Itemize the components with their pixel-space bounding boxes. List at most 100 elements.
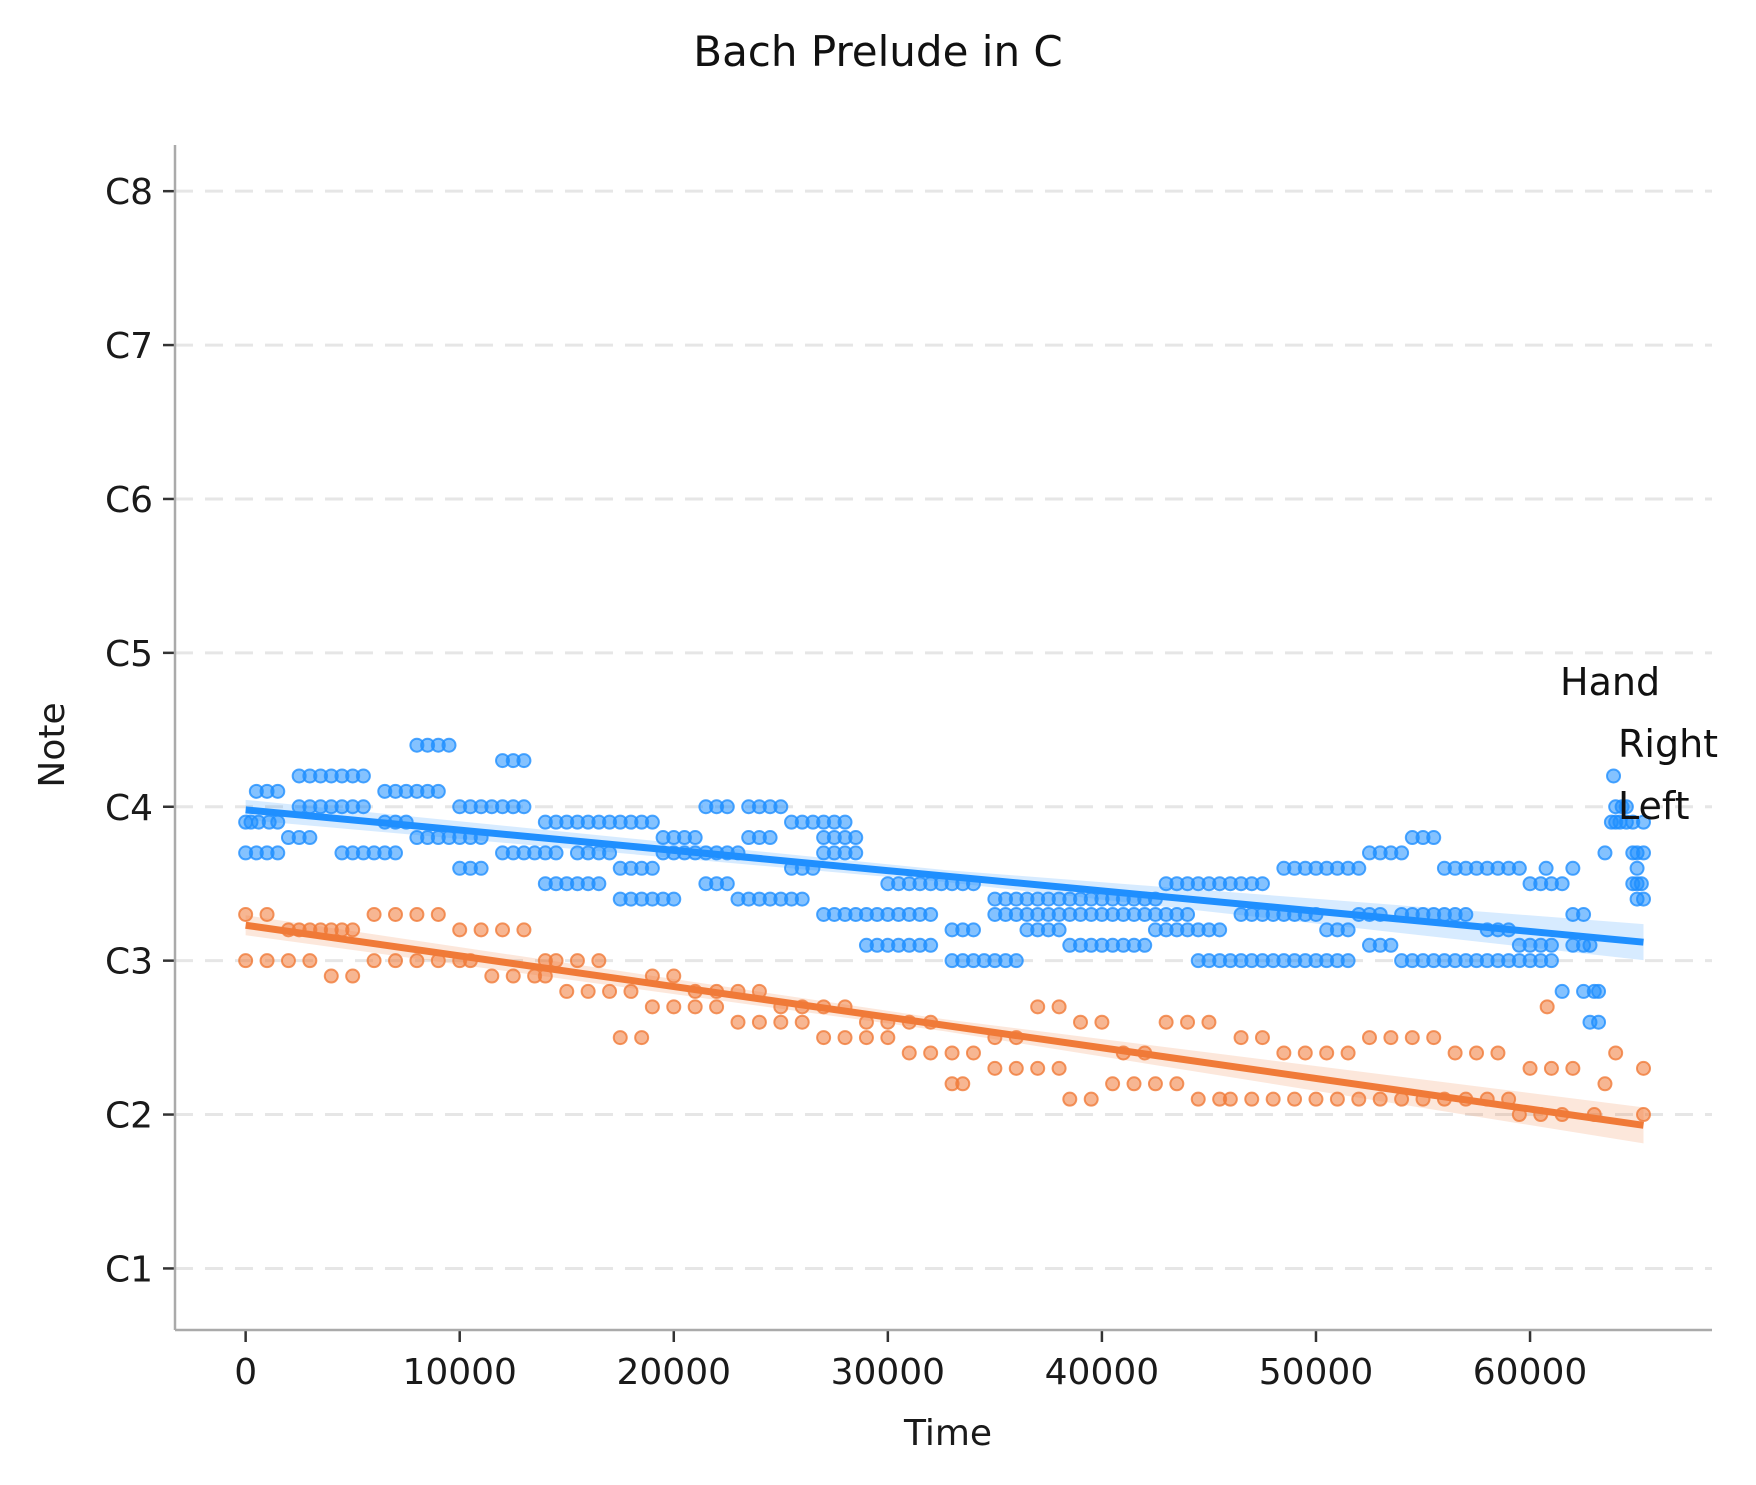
x-axis-title: Time (903, 1413, 992, 1454)
point-right (430, 783, 446, 799)
point-right (1618, 799, 1634, 815)
point-left (387, 906, 403, 922)
point-right (644, 814, 660, 830)
point-right (794, 891, 810, 907)
point-right (1458, 906, 1474, 922)
point-right (1635, 845, 1651, 861)
point-left (794, 1014, 810, 1030)
point-left (1201, 1014, 1217, 1030)
point-left (730, 1014, 746, 1030)
point-right (1554, 876, 1570, 892)
point-left (1539, 999, 1555, 1015)
point-left (1469, 1045, 1485, 1061)
point-left (751, 1014, 767, 1030)
point-left (1276, 1045, 1292, 1061)
point-left (858, 1030, 874, 1046)
point-left (302, 953, 318, 969)
point-right (1629, 860, 1645, 876)
point-left (1030, 999, 1046, 1015)
point-left (901, 1045, 917, 1061)
chart-title: Bach Prelude in C (693, 27, 1063, 76)
point-left (1608, 1045, 1624, 1061)
confidence-band-left (245, 915, 1644, 1144)
legend-entry-left: Left (1618, 784, 1690, 828)
point-right (1633, 876, 1649, 892)
point-left (1265, 1091, 1281, 1107)
point-left (387, 953, 403, 969)
point-left (644, 999, 660, 1015)
point-left (1169, 1076, 1185, 1092)
point-right (923, 906, 939, 922)
point-right (302, 830, 318, 846)
point-left (1073, 1014, 1089, 1030)
point-right (848, 845, 864, 861)
point-right (516, 799, 532, 815)
point-left (409, 953, 425, 969)
point-left (1372, 1091, 1388, 1107)
point-left (1051, 999, 1067, 1015)
point-right (1254, 876, 1270, 892)
point-right (1635, 891, 1651, 907)
point-right (1180, 906, 1196, 922)
point-right (355, 768, 371, 784)
point-right (1426, 830, 1442, 846)
point-left (1565, 1060, 1581, 1076)
point-left (1083, 1091, 1099, 1107)
point-right (1606, 768, 1622, 784)
point-right (965, 922, 981, 938)
point-left (923, 1045, 939, 1061)
trend-line-left (245, 921, 1644, 1129)
point-left (687, 999, 703, 1015)
point-left (1126, 1076, 1142, 1092)
legend-entry-right: Right (1618, 722, 1718, 766)
point-right (441, 737, 457, 753)
point-left (1597, 1076, 1613, 1092)
point-left (484, 968, 500, 984)
point-left (666, 999, 682, 1015)
point-right (1051, 922, 1067, 938)
point-right (473, 860, 489, 876)
point-right (666, 891, 682, 907)
point-left (559, 983, 575, 999)
point-left (1233, 1030, 1249, 1046)
point-left (1094, 1014, 1110, 1030)
x-tick-label: 20000 (617, 1352, 732, 1393)
point-left (1404, 1030, 1420, 1046)
x-tick-label: 10000 (402, 1352, 517, 1393)
point-left (495, 922, 511, 938)
point-left (623, 983, 639, 999)
point-left (1361, 1030, 1377, 1046)
point-left (580, 983, 596, 999)
point-right (602, 845, 618, 861)
point-left (666, 968, 682, 984)
point-left (1030, 1060, 1046, 1076)
point-right (1340, 953, 1356, 969)
point-right (687, 830, 703, 846)
x-tick-label: 0 (234, 1352, 257, 1393)
point-left (1158, 1014, 1174, 1030)
point-left (569, 953, 585, 969)
point-right (1340, 922, 1356, 938)
y-tick-label: C7 (105, 326, 153, 367)
point-right (270, 814, 286, 830)
point-left (473, 922, 489, 938)
point-left (1008, 1060, 1024, 1076)
point-left (238, 906, 254, 922)
point-left (1190, 1091, 1206, 1107)
y-axis-title: Note (32, 702, 73, 787)
point-right (591, 876, 607, 892)
point-left (955, 1076, 971, 1092)
point-left (591, 953, 607, 969)
trend-lines (245, 806, 1644, 1129)
point-right (548, 845, 564, 861)
point-right (270, 783, 286, 799)
point-right (1137, 937, 1153, 953)
point-left (816, 1030, 832, 1046)
point-left (430, 906, 446, 922)
point-left (366, 906, 382, 922)
point-right (644, 860, 660, 876)
point-right (1212, 922, 1228, 938)
x-tick-label: 40000 (1045, 1352, 1160, 1393)
point-left (1147, 1076, 1163, 1092)
